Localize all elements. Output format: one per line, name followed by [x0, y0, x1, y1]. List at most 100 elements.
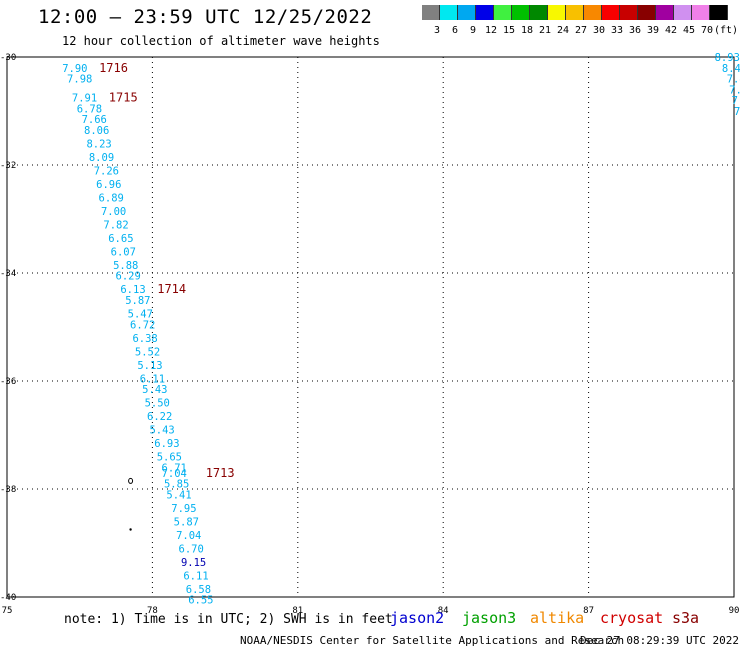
scale-swatch: [656, 5, 674, 20]
island-marker: [129, 528, 132, 531]
wave-height-value: 7.90: [62, 63, 87, 75]
wave-height-value: 7.91: [72, 93, 97, 105]
lon-tick-label: 90: [729, 606, 740, 616]
scale-label: 45: [682, 25, 696, 36]
wave-height-value: 8.23: [86, 138, 111, 150]
lat-tick-label: -38: [0, 485, 16, 495]
scale-label: 70: [700, 25, 714, 36]
lon-tick-label: 75: [2, 606, 13, 616]
wave-height-value: 8.06: [84, 125, 109, 137]
scale-swatch: [674, 5, 692, 20]
wave-height-value: 6.71: [162, 462, 187, 474]
pass-time-label: 1713: [206, 466, 235, 480]
scale-label: 9: [469, 25, 477, 36]
scale-swatch: [512, 5, 530, 20]
scale-label: 33: [610, 25, 624, 36]
wave-height-value: 7.00: [101, 206, 126, 218]
wave-height-value: 7: [734, 106, 740, 118]
scale-swatch: [620, 5, 638, 20]
wave-height-value: 5.47: [128, 309, 153, 321]
wave-height-value: 6.96: [96, 179, 121, 191]
wave-height-value: 7.6: [729, 84, 740, 96]
lon-tick-label: 84: [438, 606, 449, 616]
lon-tick-label: 87: [583, 606, 594, 616]
wave-height-value: 6.58: [186, 584, 211, 596]
page-subtitle: 12 hour collection of altimeter wave hei…: [62, 34, 380, 48]
map-frame: [6, 56, 735, 598]
wave-height-value: 5.87: [125, 295, 150, 307]
scale-swatch: [494, 5, 512, 20]
scale-label: 30: [592, 25, 606, 36]
scale-label: 3: [433, 25, 441, 36]
wave-height-value: 5.85: [164, 479, 189, 491]
footer-note: note: 1) Time is in UTC; 2) SWH is in fe…: [64, 612, 393, 627]
scale-swatch: [566, 5, 584, 20]
wave-height-value: 8.09: [89, 152, 114, 164]
wave-height-value: 7.04: [176, 530, 201, 542]
wave-height-value: 6.22: [147, 411, 172, 423]
wave-height-value: 6.78: [77, 103, 102, 115]
wave-height-value: 7.04: [162, 468, 187, 480]
lon-tick-label: 81: [292, 606, 303, 616]
scale-label: 18: [520, 25, 534, 36]
wave-height-value: 7.82: [103, 219, 128, 231]
wave-height-value: 6.70: [179, 543, 204, 555]
wave-height-value: 5.87: [174, 516, 199, 528]
credit-line: NOAA/NESDIS Center for Satellite Applica…: [240, 634, 625, 647]
wave-height-value: 7: [732, 95, 738, 107]
scale-swatch: [638, 5, 656, 20]
scale-label: 21: [538, 25, 552, 36]
wave-height-value: 6.72: [130, 319, 155, 331]
scale-label: 27: [574, 25, 588, 36]
wave-height-value: 7.95: [171, 503, 196, 515]
generated-timestamp: Dec 27 08:29:39 UTC 2022: [580, 634, 739, 647]
wave-height-value: 6.11: [140, 373, 165, 385]
page-title: 12:00 – 23:59 UTC 12/25/2022: [38, 6, 373, 28]
wave-height-value: 5.52: [135, 346, 160, 358]
wave-height-value: 7.66: [82, 114, 107, 126]
wave-height-value: 9.15: [181, 557, 206, 569]
island-marker: [128, 477, 134, 484]
lat-tick-label: -32: [0, 161, 16, 171]
lat-tick-label: -40: [0, 593, 16, 603]
wave-height-value: 8.42: [722, 63, 740, 75]
legend-altika: altika: [530, 609, 585, 627]
legend-jason3: jason3: [462, 609, 517, 627]
wave-height-value: 5.43: [149, 425, 174, 437]
scale-swatch: [440, 5, 458, 20]
scale-label: 39: [646, 25, 660, 36]
lat-tick-label: -36: [0, 377, 16, 387]
scale-label: 36: [628, 25, 642, 36]
pass-time-label: 1715: [109, 91, 138, 105]
pass-time-label: 1714: [157, 282, 186, 296]
wave-height-value: 6.55: [188, 595, 213, 607]
wave-height-value: 5.41: [166, 489, 191, 501]
wave-height-value: 5.88: [113, 260, 138, 272]
wave-height-value: 6.38: [132, 333, 157, 345]
wave-height-value: 7.4: [727, 74, 740, 86]
wave-height-value: 7.98: [67, 74, 92, 86]
legend-s3a: s3a: [672, 609, 700, 627]
scale-label: 15: [502, 25, 516, 36]
scale-label: 24: [556, 25, 570, 36]
wave-height-value: 5.43: [142, 384, 167, 396]
scale-swatch: [476, 5, 494, 20]
lat-tick-label: -34: [0, 269, 16, 279]
scale-swatch: [422, 5, 440, 20]
wave-height-value: 6.93: [154, 438, 179, 450]
lat-tick-label: -30: [0, 53, 16, 63]
scale-swatch: [710, 5, 728, 20]
scale-swatch: [530, 5, 548, 20]
legend-jason2: jason2: [390, 609, 445, 627]
wave-height-value: 6.13: [120, 284, 145, 296]
scale-swatch: [548, 5, 566, 20]
wave-height-value: 5.13: [137, 360, 162, 372]
scale-label: 42: [664, 25, 678, 36]
scale-swatch: [692, 5, 710, 20]
scale-unit: (ft): [714, 25, 739, 36]
wave-height-value: 6.11: [183, 570, 208, 582]
wave-height-value: 5.65: [157, 452, 182, 464]
scale-label: 12: [484, 25, 498, 36]
scale-swatch: [602, 5, 620, 20]
